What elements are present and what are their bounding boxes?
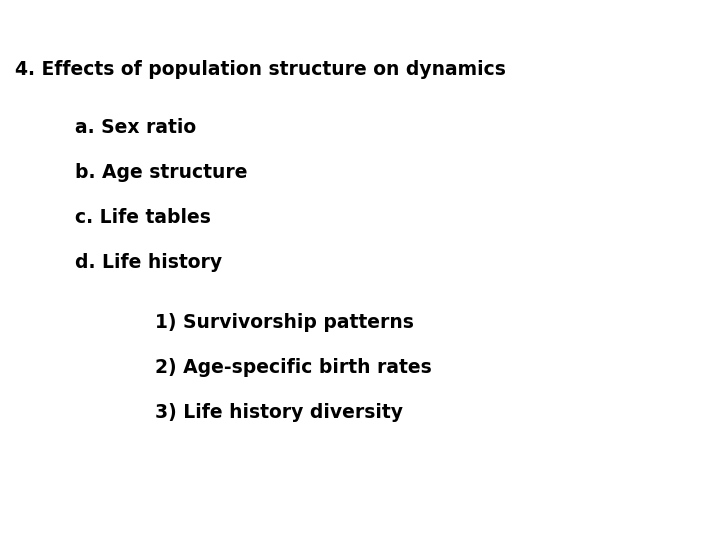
Text: 2) Age-specific birth rates: 2) Age-specific birth rates [155,358,432,377]
Text: d. Life history: d. Life history [75,253,222,272]
Text: 3) Life history diversity: 3) Life history diversity [155,403,403,422]
Text: c. Life tables: c. Life tables [75,208,211,227]
Text: 1) Survivorship patterns: 1) Survivorship patterns [155,313,414,332]
Text: b. Age structure: b. Age structure [75,163,248,182]
Text: 4. Effects of population structure on dynamics: 4. Effects of population structure on dy… [15,60,506,79]
Text: a. Sex ratio: a. Sex ratio [75,118,196,137]
